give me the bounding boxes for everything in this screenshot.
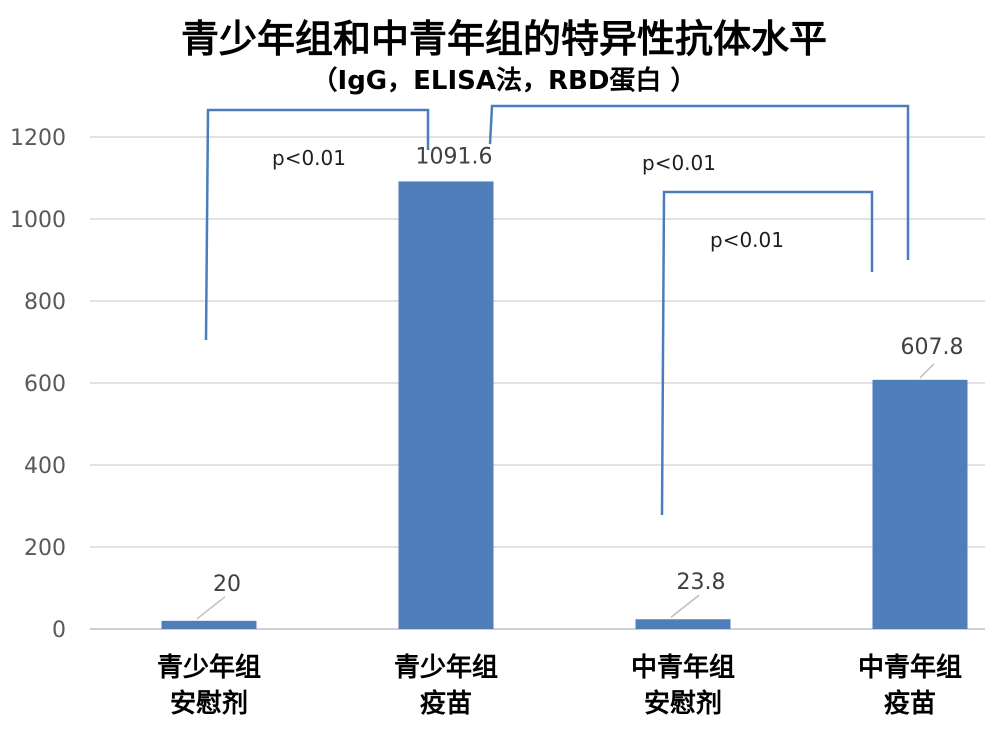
leader-line [919, 363, 935, 379]
p-value-label: p<0.01 [642, 151, 716, 175]
x-category-label: 安慰剂 [644, 689, 722, 719]
x-category-label: 青少年组 [157, 652, 261, 683]
significance-brackets [204, 104, 910, 516]
data-label: 607.8 [901, 335, 964, 360]
leader-line [670, 594, 700, 618]
y-tick-label: 800 [24, 290, 66, 315]
gridlines [90, 136, 985, 630]
bracket-youth-vaccine-vs-adult-vaccine [488, 104, 910, 260]
y-tick-label: 400 [24, 454, 66, 479]
y-tick-label: 1200 [10, 126, 66, 151]
chart-subtitle: （IgG，ELISA法，RBD蛋白 ） [311, 66, 697, 96]
x-category-label: 疫苗 [884, 688, 936, 719]
x-category-label: 青少年组 [394, 652, 498, 683]
bar [161, 620, 257, 629]
x-category-label: 中青年组 [858, 652, 962, 683]
x-category-label: 安慰剂 [170, 689, 248, 719]
y-tick-label: 600 [24, 372, 66, 397]
y-tick-label: 1000 [10, 208, 66, 233]
x-category-label: 中青年组 [631, 652, 735, 683]
p-value-label: p<0.01 [710, 228, 784, 252]
data-label: 20 [213, 572, 241, 597]
y-tick-label: 0 [52, 618, 66, 643]
leader-line [196, 596, 226, 620]
p-value-annotations: p<0.01 p<0.01 p<0.01 [272, 146, 784, 252]
bracket-adult-placebo-vs-vaccine [660, 190, 874, 516]
y-tick-label: 200 [24, 536, 66, 561]
bracket-youth-placebo-vs-vaccine [204, 108, 430, 341]
y-axis-ticks: 0 200 400 600 800 1000 1200 [10, 126, 66, 643]
data-label: 23.8 [677, 570, 726, 595]
bars [161, 181, 968, 629]
bar [872, 379, 968, 629]
chart-title: 青少年组和中青年组的特异性抗体水平 [180, 17, 827, 61]
bar [398, 181, 494, 629]
label-leader-lines [196, 363, 935, 620]
bar [635, 619, 731, 629]
x-category-label: 疫苗 [420, 688, 472, 719]
p-value-label: p<0.01 [272, 146, 346, 170]
